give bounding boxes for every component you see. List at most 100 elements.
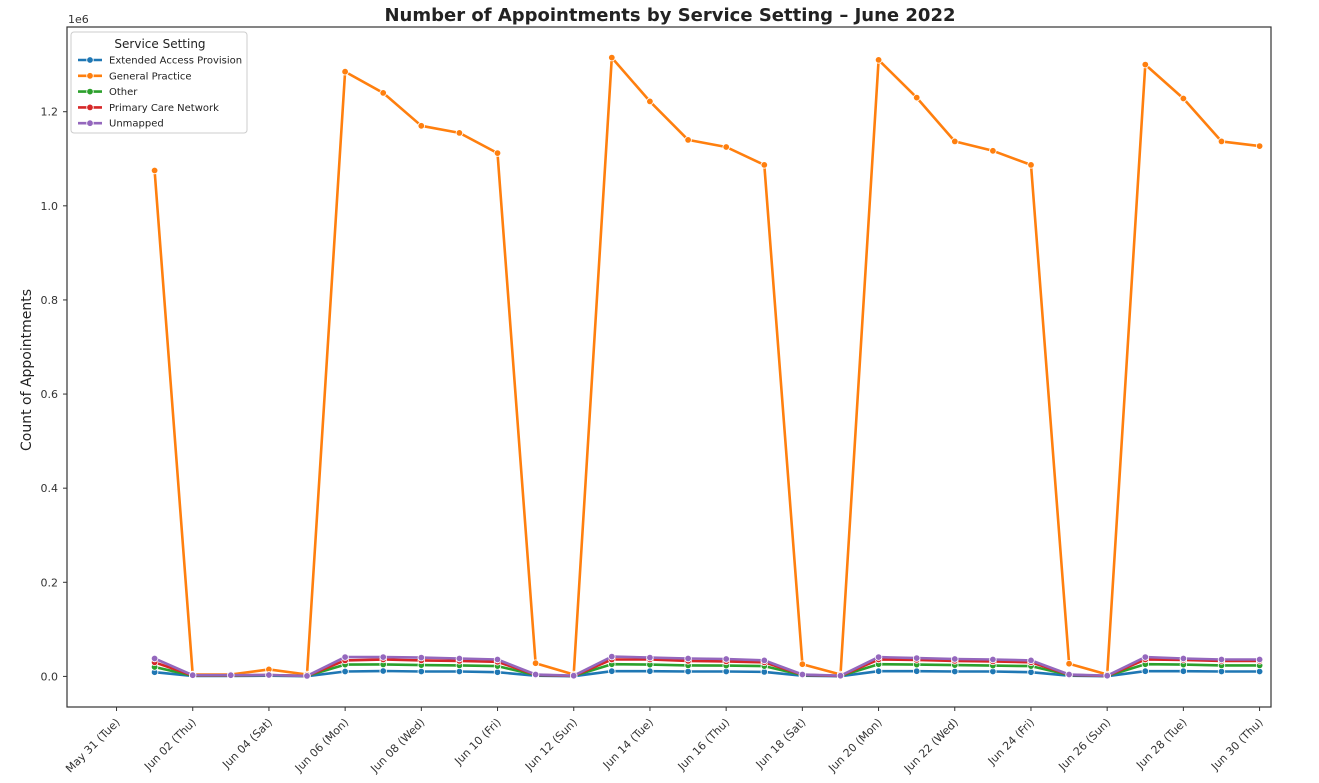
series-point (150, 654, 159, 663)
x-tick-label: Jun 10 (Fri) (451, 716, 503, 768)
series-point (951, 667, 959, 676)
series-line (153, 56, 1260, 676)
series-point (1255, 655, 1264, 664)
x-tick-label: Jun 08 (Wed) (368, 716, 428, 776)
series-point (874, 56, 883, 64)
x-axis-ticks: May 31 (Tue) Jun 02 (Thu) Jun 04 (Sat) Jun … (63, 707, 1266, 776)
y-tick-label: 1.2 (41, 106, 59, 119)
series-point (760, 656, 768, 665)
series-group (150, 652, 1264, 680)
series-point (608, 667, 616, 675)
series-point (913, 654, 921, 662)
series-point (493, 668, 502, 676)
series-point (570, 672, 578, 680)
series-point (1255, 667, 1264, 676)
series-point (874, 653, 883, 661)
series-point (531, 670, 540, 679)
x-tick-label: Jun 04 (Sat) (219, 716, 275, 772)
series-line (154, 655, 1260, 678)
legend: Service Setting Extended Access Provisio… (70, 31, 248, 134)
y-axis-label: Count of Appointments (19, 289, 35, 451)
series-point (1103, 672, 1111, 680)
series-point (608, 53, 616, 62)
x-tick-label: Jun 16 (Thu) (675, 716, 733, 774)
series-point (608, 652, 616, 661)
series-point (913, 667, 921, 675)
series-point (913, 93, 921, 102)
series-point (760, 161, 768, 169)
legend-swatch-marker (86, 87, 94, 96)
y-tick-label: 0.2 (41, 576, 59, 589)
series-point (1255, 142, 1264, 150)
series-point (989, 655, 997, 664)
series-point (188, 671, 197, 679)
series-point (341, 653, 349, 661)
series-point (951, 137, 959, 146)
series-point (1179, 654, 1188, 663)
legend-entry-label: Unmapped (109, 119, 164, 130)
series-point (1141, 667, 1149, 675)
series-point (303, 672, 311, 680)
series-point (1027, 161, 1035, 169)
legend-entry-label: General Practice (109, 71, 192, 82)
series-point (417, 653, 425, 662)
series-group (150, 53, 1264, 679)
y-tick-label: 0.8 (41, 294, 59, 307)
series-point (836, 672, 845, 680)
series-point (493, 655, 502, 664)
series-point (646, 97, 654, 106)
series-point (798, 670, 807, 679)
series-point (1179, 667, 1188, 675)
series-point (150, 166, 159, 175)
x-tick-label: Jun 18 (Sat) (753, 716, 809, 772)
y-tick-label: 1.0 (41, 200, 59, 213)
series-point (455, 667, 464, 676)
legend-entry-label: Primary Care Network (109, 103, 219, 114)
legend-swatch-marker (86, 56, 94, 64)
x-tick-label: May 31 (Tue) (63, 716, 122, 775)
y-tick-label: 0.6 (41, 388, 59, 401)
series-point (417, 667, 425, 676)
x-tick-label: Jun 06 (Mon) (292, 716, 351, 775)
series-point (1217, 667, 1226, 676)
series-point (1027, 656, 1035, 665)
series-point (684, 654, 692, 663)
legend-title: Service Setting (114, 37, 205, 51)
y-tick-label: 0.4 (41, 482, 59, 495)
y-axis-exponent: 1e6 (68, 13, 89, 26)
x-tick-label: Jun 14 (Tue) (600, 716, 656, 772)
plot-area-frame (66, 26, 1272, 708)
series-point (379, 89, 387, 97)
x-tick-label: Jun 22 (Wed) (901, 716, 961, 776)
legend-entry-label: Other (109, 87, 138, 98)
series-point (684, 667, 692, 676)
series-layer (150, 53, 1264, 680)
series-point (227, 671, 235, 679)
series-point (455, 654, 464, 663)
series-point (493, 149, 502, 157)
series-point (1179, 94, 1188, 103)
series-point (1217, 137, 1226, 146)
series-point (798, 660, 807, 668)
series-point (722, 143, 730, 151)
series-point (341, 67, 349, 76)
x-tick-label: Jun 28 (Tue) (1133, 716, 1189, 772)
series-point (722, 655, 730, 663)
x-tick-label: Jun 30 (Thu) (1208, 716, 1266, 774)
series-point (951, 655, 959, 663)
y-tick-label: 0.0 (41, 670, 59, 683)
series-point (989, 147, 997, 155)
legend-entry-label: Extended Access Provision (109, 56, 242, 67)
series-point (1141, 60, 1149, 69)
series-point (1217, 655, 1226, 664)
series-point (646, 667, 654, 675)
series-point (1065, 670, 1073, 679)
legend-swatch-marker (86, 103, 94, 112)
series-point (379, 667, 387, 675)
series-point (455, 129, 464, 137)
series-point (1141, 653, 1149, 661)
x-tick-label: Jun 20 (Mon) (825, 716, 884, 775)
series-point (1027, 668, 1035, 676)
chart-title: Number of Appointments by Service Settin… (384, 5, 955, 26)
